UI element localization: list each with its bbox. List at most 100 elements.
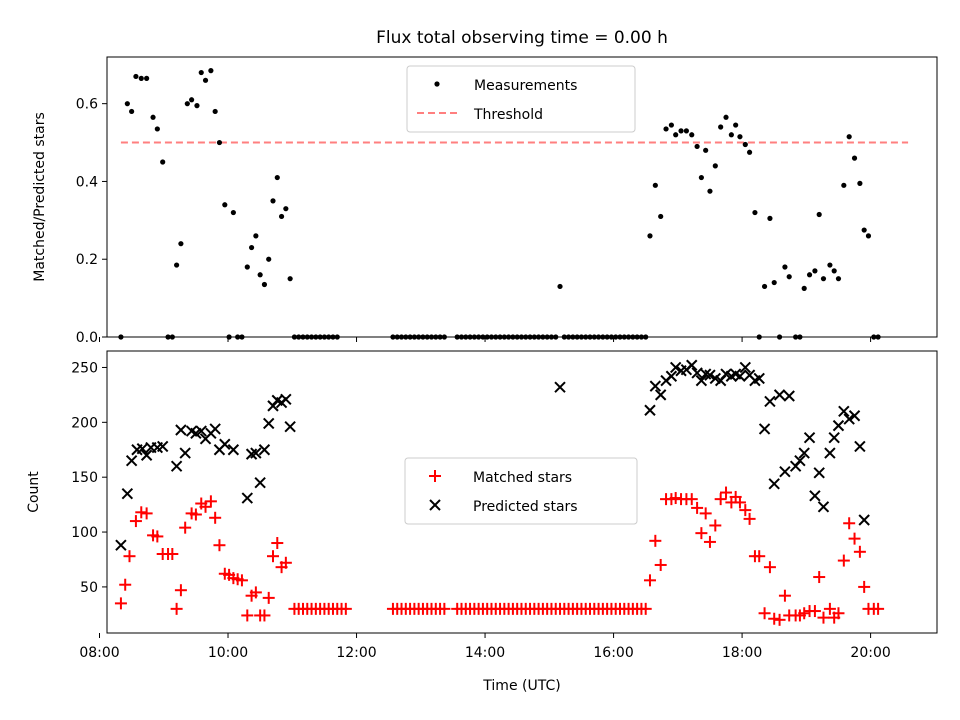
predicted-star-point [125, 455, 138, 467]
measurement-point [454, 334, 460, 340]
matched-star-point [733, 496, 746, 509]
matched-star-point [438, 602, 451, 615]
measurement-point [308, 334, 315, 340]
measurement-point [144, 75, 150, 81]
measurement-point [613, 334, 619, 340]
predicted-star-point [813, 467, 825, 479]
predicted-star-point [773, 389, 786, 401]
measurement-point [488, 334, 495, 340]
measurement-point [841, 182, 847, 188]
predicted-star-point [284, 421, 296, 433]
bottom-x-ticks: 08:00 10:00 12:00 14:00 16:00 18:00 20:00 [79, 633, 891, 661]
predicted-star-point [654, 389, 667, 401]
measurement-point [416, 334, 422, 340]
top-y-axis-label: Matched/Predicted stars [32, 112, 48, 282]
predicted-star-point [250, 447, 262, 459]
measurement-point [861, 227, 867, 233]
measurement-point [390, 334, 396, 340]
measurement-point [742, 141, 748, 148]
measurement-point [871, 334, 877, 340]
measurement-point [712, 163, 718, 169]
measurement-point [816, 211, 822, 218]
x-axis-label: Time (UTC) [482, 678, 560, 694]
matched-star-point [654, 558, 667, 571]
measurement-point [497, 334, 503, 340]
measurement-point [129, 108, 135, 115]
measurement-point [728, 132, 734, 138]
matched-star-point [258, 609, 271, 622]
measurement-point [403, 334, 409, 340]
predicted-star-point [828, 431, 840, 444]
measurement-point [536, 334, 542, 340]
x-tick-label: 10:00 [208, 645, 248, 661]
measurement-point [230, 209, 236, 216]
measurement-point [124, 101, 130, 107]
measurement-point [782, 264, 788, 270]
predicted-star-point [649, 380, 662, 392]
measurement-point [746, 149, 753, 155]
measurement-point [317, 334, 323, 340]
bottom-y-tick-label: 100 [71, 525, 98, 541]
measurement-point [198, 69, 204, 76]
matched-star-point [695, 527, 708, 540]
measurement-point [827, 262, 833, 268]
measurement-point [756, 334, 762, 340]
measurement-point [270, 198, 276, 204]
measurement-point [493, 334, 499, 340]
predicted-star-point [140, 449, 153, 461]
measurement-point [212, 108, 218, 115]
measurement-point [189, 97, 195, 103]
measurement-point [433, 334, 439, 340]
predicted-star-point [843, 413, 855, 425]
measurement-point [617, 334, 623, 340]
predicted-star-point [764, 395, 776, 408]
measurement-point [239, 334, 245, 340]
measurement-point [514, 334, 520, 340]
matched-star-point [235, 574, 248, 587]
measurement-point [865, 233, 872, 239]
measurement-point [600, 334, 606, 340]
measurement-point [518, 334, 525, 340]
measurement-point [647, 233, 653, 239]
measurement-point [154, 126, 160, 132]
measurement-point [208, 68, 214, 74]
measurement-point [723, 114, 729, 120]
measurement-point [630, 334, 636, 340]
predicted-star-point [758, 423, 771, 435]
predicted-star-point [258, 444, 271, 456]
x-tick-label: 12:00 [336, 645, 376, 661]
measurement-point [797, 334, 803, 340]
x-tick-label: 14:00 [465, 645, 505, 661]
measurement-point [767, 215, 773, 221]
matched-star-point [837, 554, 850, 567]
measurement-point [658, 213, 664, 220]
x-tick-label: 20:00 [850, 645, 890, 661]
measurement-point [831, 268, 837, 274]
measurement-point [150, 114, 156, 120]
legend-measurements-marker [434, 81, 440, 87]
measurement-point [133, 73, 139, 80]
predicted-star-point [704, 369, 716, 381]
measurement-point [786, 274, 792, 280]
measurement-point [733, 122, 739, 128]
matched-star-point [123, 550, 136, 563]
matched-star-point [714, 493, 727, 506]
measurement-point [694, 143, 700, 150]
measurement-point [806, 272, 813, 278]
predicted-star-point [824, 447, 836, 459]
measurement-point [718, 124, 724, 130]
matched-star-point [817, 611, 830, 624]
predicted-star-point [858, 514, 870, 526]
top-legend: Measurements Threshold [406, 65, 636, 133]
measurement-point [678, 128, 684, 134]
measurement-point [326, 334, 332, 340]
measurement-point [226, 334, 232, 340]
measurement-point [411, 334, 417, 340]
measurement-point [634, 334, 640, 340]
predicted-star-point [669, 361, 682, 374]
matched-star-point [241, 609, 254, 622]
measurement-point [793, 334, 799, 340]
predicted-star-point [798, 447, 810, 459]
bottom-legend-box [404, 457, 638, 525]
